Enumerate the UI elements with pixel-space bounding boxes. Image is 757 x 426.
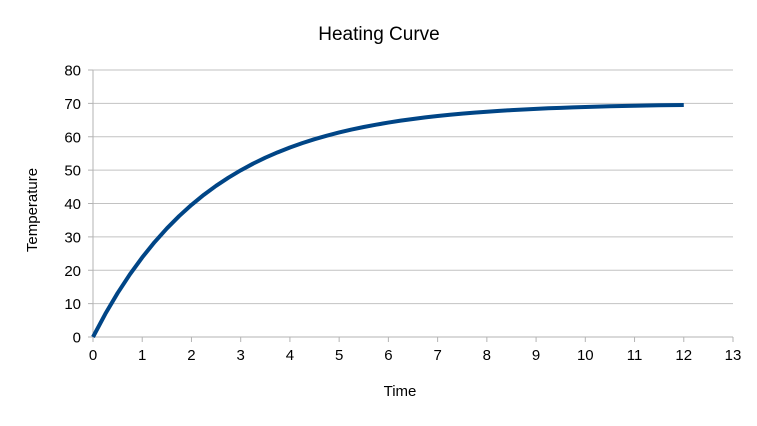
y-tick-label: 0 [73, 330, 81, 347]
x-tick-label: 4 [286, 347, 294, 364]
x-tick-label: 0 [89, 347, 97, 364]
x-axis-title: Time [384, 383, 417, 400]
series-lines [91, 102, 684, 338]
y-tick-label: 80 [64, 63, 81, 80]
chart-title: Heating Curve [318, 24, 439, 45]
x-tick-label: 7 [433, 347, 441, 364]
x-tick-label: 5 [335, 347, 343, 364]
x-tick-label: 12 [675, 347, 692, 364]
temperature-series-line [91, 102, 684, 338]
x-tick-label: 3 [237, 347, 245, 364]
gridlines [93, 69, 733, 305]
y-axis-title: Temperature [24, 168, 41, 252]
x-tick-label: 13 [725, 347, 742, 364]
y-tick-label: 30 [64, 229, 81, 246]
x-tick-label: 8 [483, 347, 491, 364]
y-tick-label: 10 [64, 296, 81, 313]
tick-marks [88, 69, 734, 342]
y-tick-label: 70 [64, 96, 81, 113]
x-tick-label: 11 [627, 347, 643, 364]
x-tick-label: 1 [138, 347, 146, 364]
y-tick-label: 50 [64, 163, 81, 180]
y-tick-label: 40 [64, 196, 81, 213]
x-tick-label: 2 [187, 347, 195, 364]
x-tick-label: 9 [532, 347, 540, 364]
x-tick-label: 6 [384, 347, 392, 364]
y-tick-label: 60 [64, 129, 81, 146]
y-tick-label: 20 [64, 263, 81, 280]
x-tick-label: 10 [577, 347, 594, 364]
